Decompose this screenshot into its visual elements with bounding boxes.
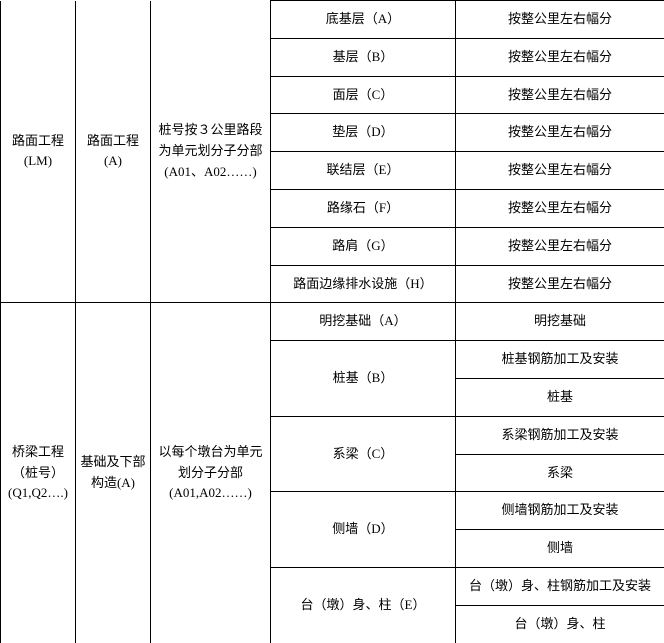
cell-desc: 侧墙钢筋加工及安装 xyxy=(456,492,664,530)
cell-desc: 台（墩）身、柱 xyxy=(456,605,664,642)
cell-item: 台（墩）身、柱（E） xyxy=(271,567,456,642)
cell-item: 桩基（B） xyxy=(271,341,456,417)
cell-item: 底基层（A） xyxy=(271,1,456,39)
cell-category-1: 路面工程(LM) xyxy=(1,1,76,303)
cell-desc: 按整公里左右幅分 xyxy=(456,189,664,227)
cell-desc: 明挖基础 xyxy=(456,303,664,341)
cell-desc: 按整公里左右幅分 xyxy=(456,1,664,39)
cell-category-2: 桥梁工程（桩号）(Q1,Q2….) xyxy=(1,303,76,643)
table-row: 路面工程(LM) 路面工程(A) 桩号按３公里路段为单元划分子分部(A01、A0… xyxy=(1,1,664,39)
cell-item: 明挖基础（A） xyxy=(271,303,456,341)
cell-item: 路肩（G） xyxy=(271,227,456,265)
cell-division-2: 以每个墩台为单元划分子分部(A01,A02……) xyxy=(151,303,271,643)
cell-item: 垫层（D） xyxy=(271,114,456,152)
cell-subcategory-1: 路面工程(A) xyxy=(76,1,151,303)
cell-desc: 桩基 xyxy=(456,378,664,416)
cell-item: 路缘石（F） xyxy=(271,189,456,227)
cell-desc: 系梁 xyxy=(456,454,664,492)
cell-item: 基层（B） xyxy=(271,38,456,76)
cell-item: 面层（C） xyxy=(271,76,456,114)
cell-desc: 按整公里左右幅分 xyxy=(456,114,664,152)
cell-subcategory-2: 基础及下部构造(A) xyxy=(76,303,151,643)
cell-desc: 台（墩）身、柱钢筋加工及安装 xyxy=(456,567,664,605)
cell-desc: 按整公里左右幅分 xyxy=(456,227,664,265)
cell-desc: 按整公里左右幅分 xyxy=(456,152,664,190)
cell-item: 系梁（C） xyxy=(271,416,456,492)
cell-item: 路面边缘排水设施（H） xyxy=(271,265,456,303)
cell-desc: 按整公里左右幅分 xyxy=(456,38,664,76)
cell-item: 联结层（E） xyxy=(271,152,456,190)
cell-division-1: 桩号按３公里路段为单元划分子分部(A01、A02……) xyxy=(151,1,271,303)
cell-desc: 桩基钢筋加工及安装 xyxy=(456,341,664,379)
cell-desc: 按整公里左右幅分 xyxy=(456,265,664,303)
cell-desc: 侧墙 xyxy=(456,530,664,568)
cell-desc: 按整公里左右幅分 xyxy=(456,76,664,114)
cell-desc: 系梁钢筋加工及安装 xyxy=(456,416,664,454)
construction-classification-table: 路面工程(LM) 路面工程(A) 桩号按３公里路段为单元划分子分部(A01、A0… xyxy=(0,0,664,643)
table-row: 桥梁工程（桩号）(Q1,Q2….) 基础及下部构造(A) 以每个墩台为单元划分子… xyxy=(1,303,664,341)
cell-item: 侧墙（D） xyxy=(271,492,456,568)
